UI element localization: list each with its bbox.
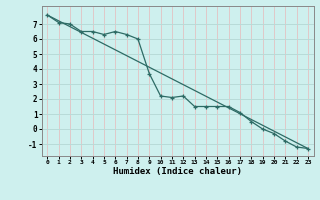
X-axis label: Humidex (Indice chaleur): Humidex (Indice chaleur): [113, 167, 242, 176]
